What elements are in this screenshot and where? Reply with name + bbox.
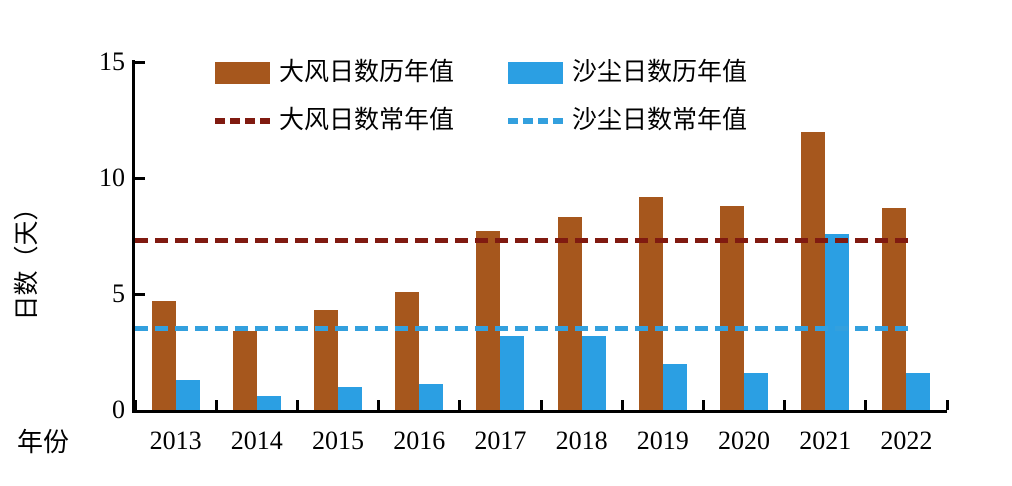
- x-tick-mark: [133, 400, 137, 410]
- bar-wind-yearly-2016: [395, 291, 420, 410]
- x-tick-mark: [214, 400, 218, 410]
- bar-wind-yearly-2017: [476, 231, 501, 410]
- legend-label-wind-normal: 大风日数常年值: [279, 107, 455, 134]
- refline-dust-normal: [135, 326, 908, 332]
- x-tick-mark: [945, 400, 949, 410]
- y-tick-label: 15: [99, 47, 125, 76]
- refline-wind-normal: [135, 238, 908, 244]
- x-tick-mark: [864, 400, 868, 410]
- x-tick-label: 2021: [799, 426, 852, 455]
- bar-dust-yearly-2020: [744, 372, 768, 410]
- legend-item-dust-normal: 沙尘日数常年值: [508, 106, 747, 136]
- legend-label-wind-yearly: 大风日数历年值: [279, 59, 455, 86]
- x-tick-mark: [377, 400, 381, 410]
- bar-dust-yearly-2015: [338, 386, 362, 410]
- legend-label-dust-normal: 沙尘日数常年值: [572, 107, 748, 134]
- y-tick-label: 5: [112, 279, 125, 308]
- y-tick-label: 10: [99, 163, 125, 192]
- x-tick-label: 2022: [880, 426, 933, 455]
- bar-dust-yearly-2014: [256, 396, 281, 410]
- bar-dust-yearly-2016: [419, 384, 444, 410]
- x-axis-line: [132, 410, 947, 413]
- bar-dust-yearly-2022: [906, 372, 931, 410]
- x-tick-label: 2016: [393, 426, 446, 455]
- bar-wind-yearly-2021: [801, 131, 826, 410]
- bar-wind-yearly-2020: [720, 205, 744, 410]
- x-tick-label: 2015: [311, 426, 364, 455]
- y-tick-mark: [135, 176, 145, 180]
- bar-wind-yearly-2018: [557, 217, 582, 410]
- x-tick-mark: [701, 400, 705, 410]
- bar-dust-yearly-2017: [500, 335, 525, 410]
- plot-area: 0 5 10 15 2013 2014 2015 2016 2017 2018 2019 2020 20…: [99, 47, 949, 455]
- y-tick-label: 0: [112, 395, 125, 424]
- legend-label-dust-yearly: 沙尘日数历年值: [572, 59, 748, 86]
- legend-item-dust-yearly: 沙尘日数历年值: [508, 58, 747, 88]
- bar-wind-yearly-2014: [232, 331, 257, 410]
- bar-dust-yearly-2019: [662, 363, 687, 410]
- legend-item-wind-yearly: 大风日数历年值: [215, 58, 454, 88]
- x-tick-label: 2017: [474, 426, 527, 455]
- legend-swatch-dust-yearly: [508, 62, 563, 84]
- x-tick-mark: [539, 400, 543, 410]
- x-tick-label: 2018: [555, 426, 608, 455]
- x-tick-mark: [458, 400, 462, 410]
- bar-wind-yearly-2013: [151, 300, 176, 410]
- y-tick-mark: [135, 60, 145, 64]
- x-tick-label: 2014: [230, 426, 283, 455]
- y-axis-line: [132, 60, 135, 413]
- bar-dust-yearly-2021: [825, 233, 850, 410]
- y-axis-title: 日数（天）: [14, 195, 41, 321]
- x-tick-mark: [620, 400, 624, 410]
- bar-wind-yearly-2015: [314, 310, 338, 410]
- legend-swatch-wind-yearly: [215, 62, 270, 84]
- x-tick-mark: [783, 400, 787, 410]
- y-tick-mark: [135, 292, 145, 296]
- x-tick-mark: [295, 400, 299, 410]
- x-tick-label: 2013: [149, 426, 202, 455]
- bar-dust-yearly-2013: [175, 379, 200, 410]
- legend-swatch-dust-normal: [508, 118, 563, 124]
- bar-dust-yearly-2018: [581, 335, 606, 410]
- legend-item-wind-normal: 大风日数常年值: [215, 106, 454, 136]
- x-tick-label: 2019: [636, 426, 689, 455]
- x-tick-label: 2020: [717, 426, 770, 455]
- legend-swatch-wind-normal: [215, 118, 270, 124]
- x-axis-title: 年份: [17, 428, 70, 457]
- bar-wind-yearly-2019: [638, 196, 663, 410]
